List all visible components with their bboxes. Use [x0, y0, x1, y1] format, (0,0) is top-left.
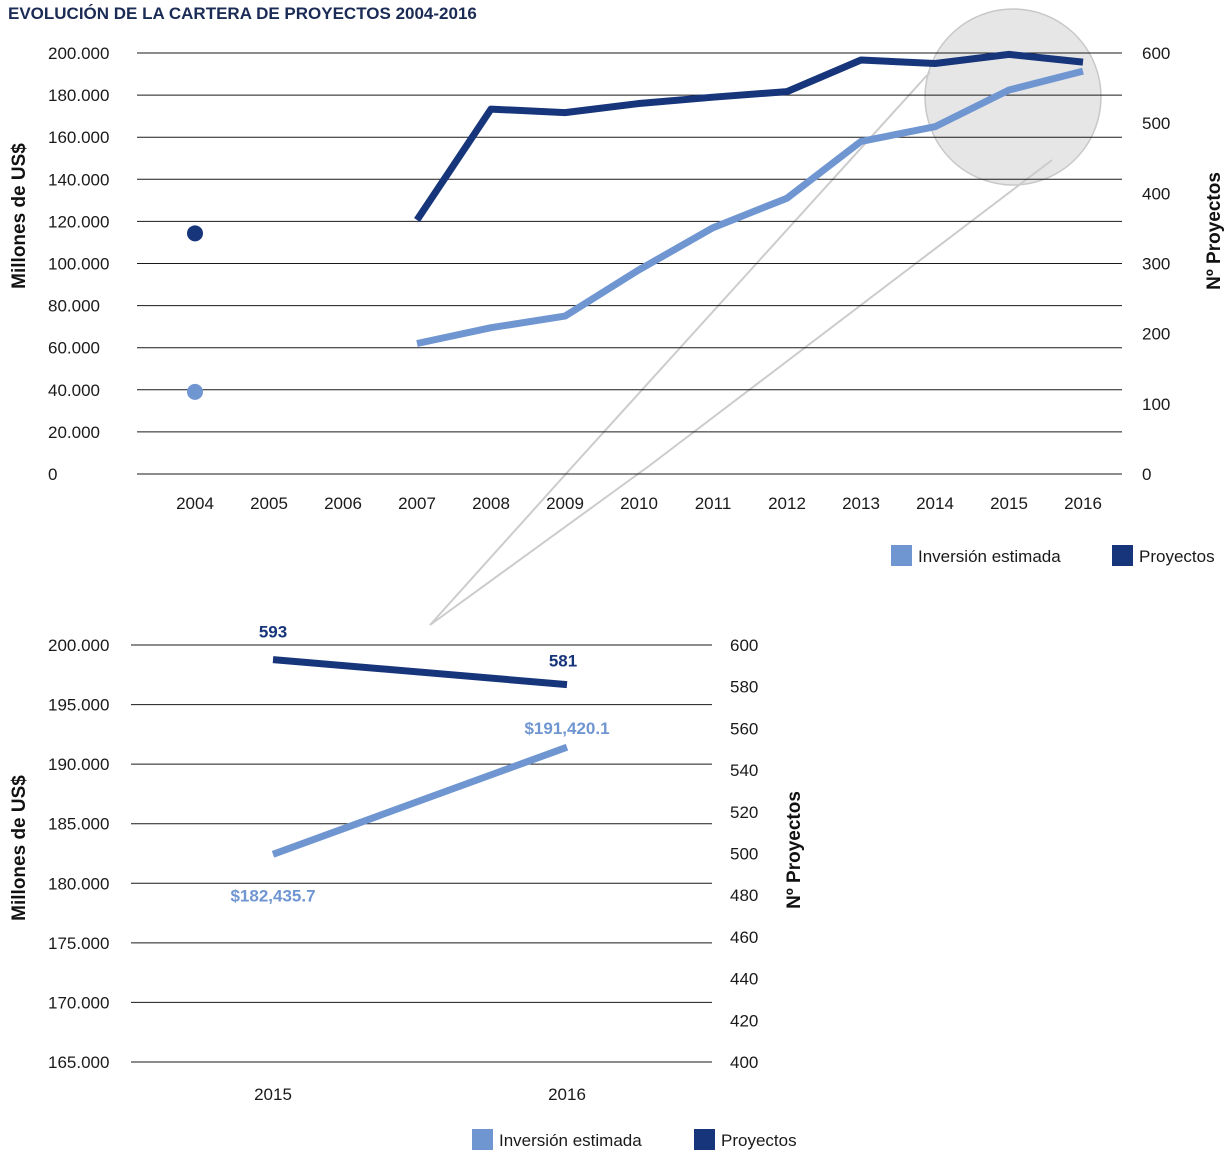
y-axis-tick-label: 180.000 [48, 86, 109, 105]
y-axis-tick-label: 185.000 [48, 815, 109, 834]
y-axis-tick-label: 140.000 [48, 170, 109, 189]
zoom-connector-line [572, 71, 931, 467]
x-axis-tick-label: 2010 [620, 494, 658, 513]
y2-axis-tick-label: 100 [1142, 395, 1170, 414]
inversion-series-line [416, 67, 1084, 347]
y2-axis-tick-label: 0 [1142, 465, 1151, 484]
inversion-data-point [187, 383, 203, 400]
y-axis-tick-label: 175.000 [48, 934, 109, 953]
x-axis-tick-label: 2014 [916, 494, 954, 513]
x-axis-tick-label: 2004 [176, 494, 214, 513]
legend-swatch-proyectos [1112, 545, 1133, 566]
zoom-connector-line [429, 465, 574, 626]
y2-axis-tick-label: 300 [1142, 255, 1170, 274]
y-axis-tick-label: 170.000 [48, 993, 109, 1012]
y2-axis-tick-label: 420 [730, 1011, 758, 1030]
x-axis-tick-label: 2016 [548, 1085, 586, 1104]
x-axis-tick-label: 2015 [254, 1085, 292, 1104]
zoom-highlight-circle [924, 8, 1102, 186]
y2-axis-tick-label: 520 [730, 803, 758, 822]
y-axis-tick-label: 165.000 [48, 1053, 109, 1072]
zoom-connector-line [648, 159, 1053, 467]
y2-axis-tick-label: 460 [730, 928, 758, 947]
y2-axis-tick-label: 580 [730, 678, 758, 697]
y2-axis-tick-label: 400 [1142, 184, 1170, 203]
proyectos-series-line [272, 656, 568, 689]
y-axis-tick-label: 190.000 [48, 755, 109, 774]
chart-title: EVOLUCIÓN DE LA CARTERA DE PROYECTOS 200… [8, 4, 477, 23]
legend-label-proyectos: Proyectos [721, 1131, 797, 1150]
y2-axis-tick-label: 500 [1142, 114, 1170, 133]
y-axis-title: Millones de US$ [9, 143, 30, 289]
legend-swatch-inversion [891, 545, 912, 566]
inversion-series-line [271, 743, 569, 858]
y-axis-tick-label: 120.000 [48, 212, 109, 231]
y2-axis-tick-label: 400 [730, 1053, 758, 1072]
proyectos-data-point [187, 225, 203, 242]
y2-axis-tick-label: 200 [1142, 325, 1170, 344]
y2-axis-tick-label: 560 [730, 719, 758, 738]
y-axis-tick-label: 80.000 [48, 297, 100, 316]
legend-swatch-inversion [472, 1129, 493, 1150]
y-axis-tick-label: 0 [48, 465, 57, 484]
y-axis-tick-label: 60.000 [48, 339, 100, 358]
x-axis-tick-label: 2015 [990, 494, 1028, 513]
y-axis-tick-label: 200.000 [48, 44, 109, 63]
x-axis-tick-label: 2008 [472, 494, 510, 513]
y2-axis-tick-label: 440 [730, 970, 758, 989]
legend-label-inversion: Inversión estimada [918, 547, 1061, 566]
main-chart: 0 20.000 40.000 60.000 80.000 100.000 120.000 1… [9, 8, 1225, 626]
inversion-data-label: $182,435.7 [230, 886, 315, 905]
x-axis-tick-label: 2006 [324, 494, 362, 513]
y-axis-tick-label: 100.000 [48, 255, 109, 274]
y-axis-tick-label: 180.000 [48, 874, 109, 893]
y2-axis-tick-label: 600 [1142, 44, 1170, 63]
y2-axis-tick-label: 480 [730, 886, 758, 905]
y2-axis-title: Nº Proyectos [1204, 172, 1225, 290]
x-axis-tick-label: 2005 [250, 494, 288, 513]
y-axis-tick-label: 195.000 [48, 696, 109, 715]
proyectos-series-line [414, 50, 1084, 222]
x-axis-tick-label: 2013 [842, 494, 880, 513]
x-axis-tick-label: 2012 [768, 494, 806, 513]
x-axis-tick-label: 2009 [546, 494, 584, 513]
y2-axis-tick-label: 540 [730, 761, 758, 780]
legend-label-proyectos: Proyectos [1139, 547, 1215, 566]
y-axis-tick-label: 160.000 [48, 128, 109, 147]
legend-swatch-proyectos [694, 1129, 715, 1150]
x-axis-tick-label: 2011 [695, 494, 732, 513]
proyectos-data-label: 593 [259, 623, 287, 642]
legend-label-inversion: Inversión estimada [499, 1131, 642, 1150]
proyectos-data-label: 581 [549, 652, 577, 671]
y-axis-title: Millones de US$ [9, 775, 30, 921]
y-axis-tick-label: 200.000 [48, 636, 109, 655]
zoom-chart: 165.000 170.000 175.000 180.000 185.000 190.0… [9, 623, 805, 1150]
x-axis-tick-label: 2007 [398, 494, 436, 513]
y2-axis-tick-label: 500 [730, 845, 758, 864]
y2-axis-tick-label: 600 [730, 636, 758, 655]
y-axis-tick-label: 20.000 [48, 423, 100, 442]
x-axis-tick-label: 2016 [1064, 494, 1102, 513]
inversion-data-label: $191,420.1 [524, 719, 609, 738]
y-axis-tick-label: 40.000 [48, 381, 100, 400]
y2-axis-title: Nº Proyectos [784, 791, 805, 909]
zoom-connector-line [429, 465, 650, 626]
